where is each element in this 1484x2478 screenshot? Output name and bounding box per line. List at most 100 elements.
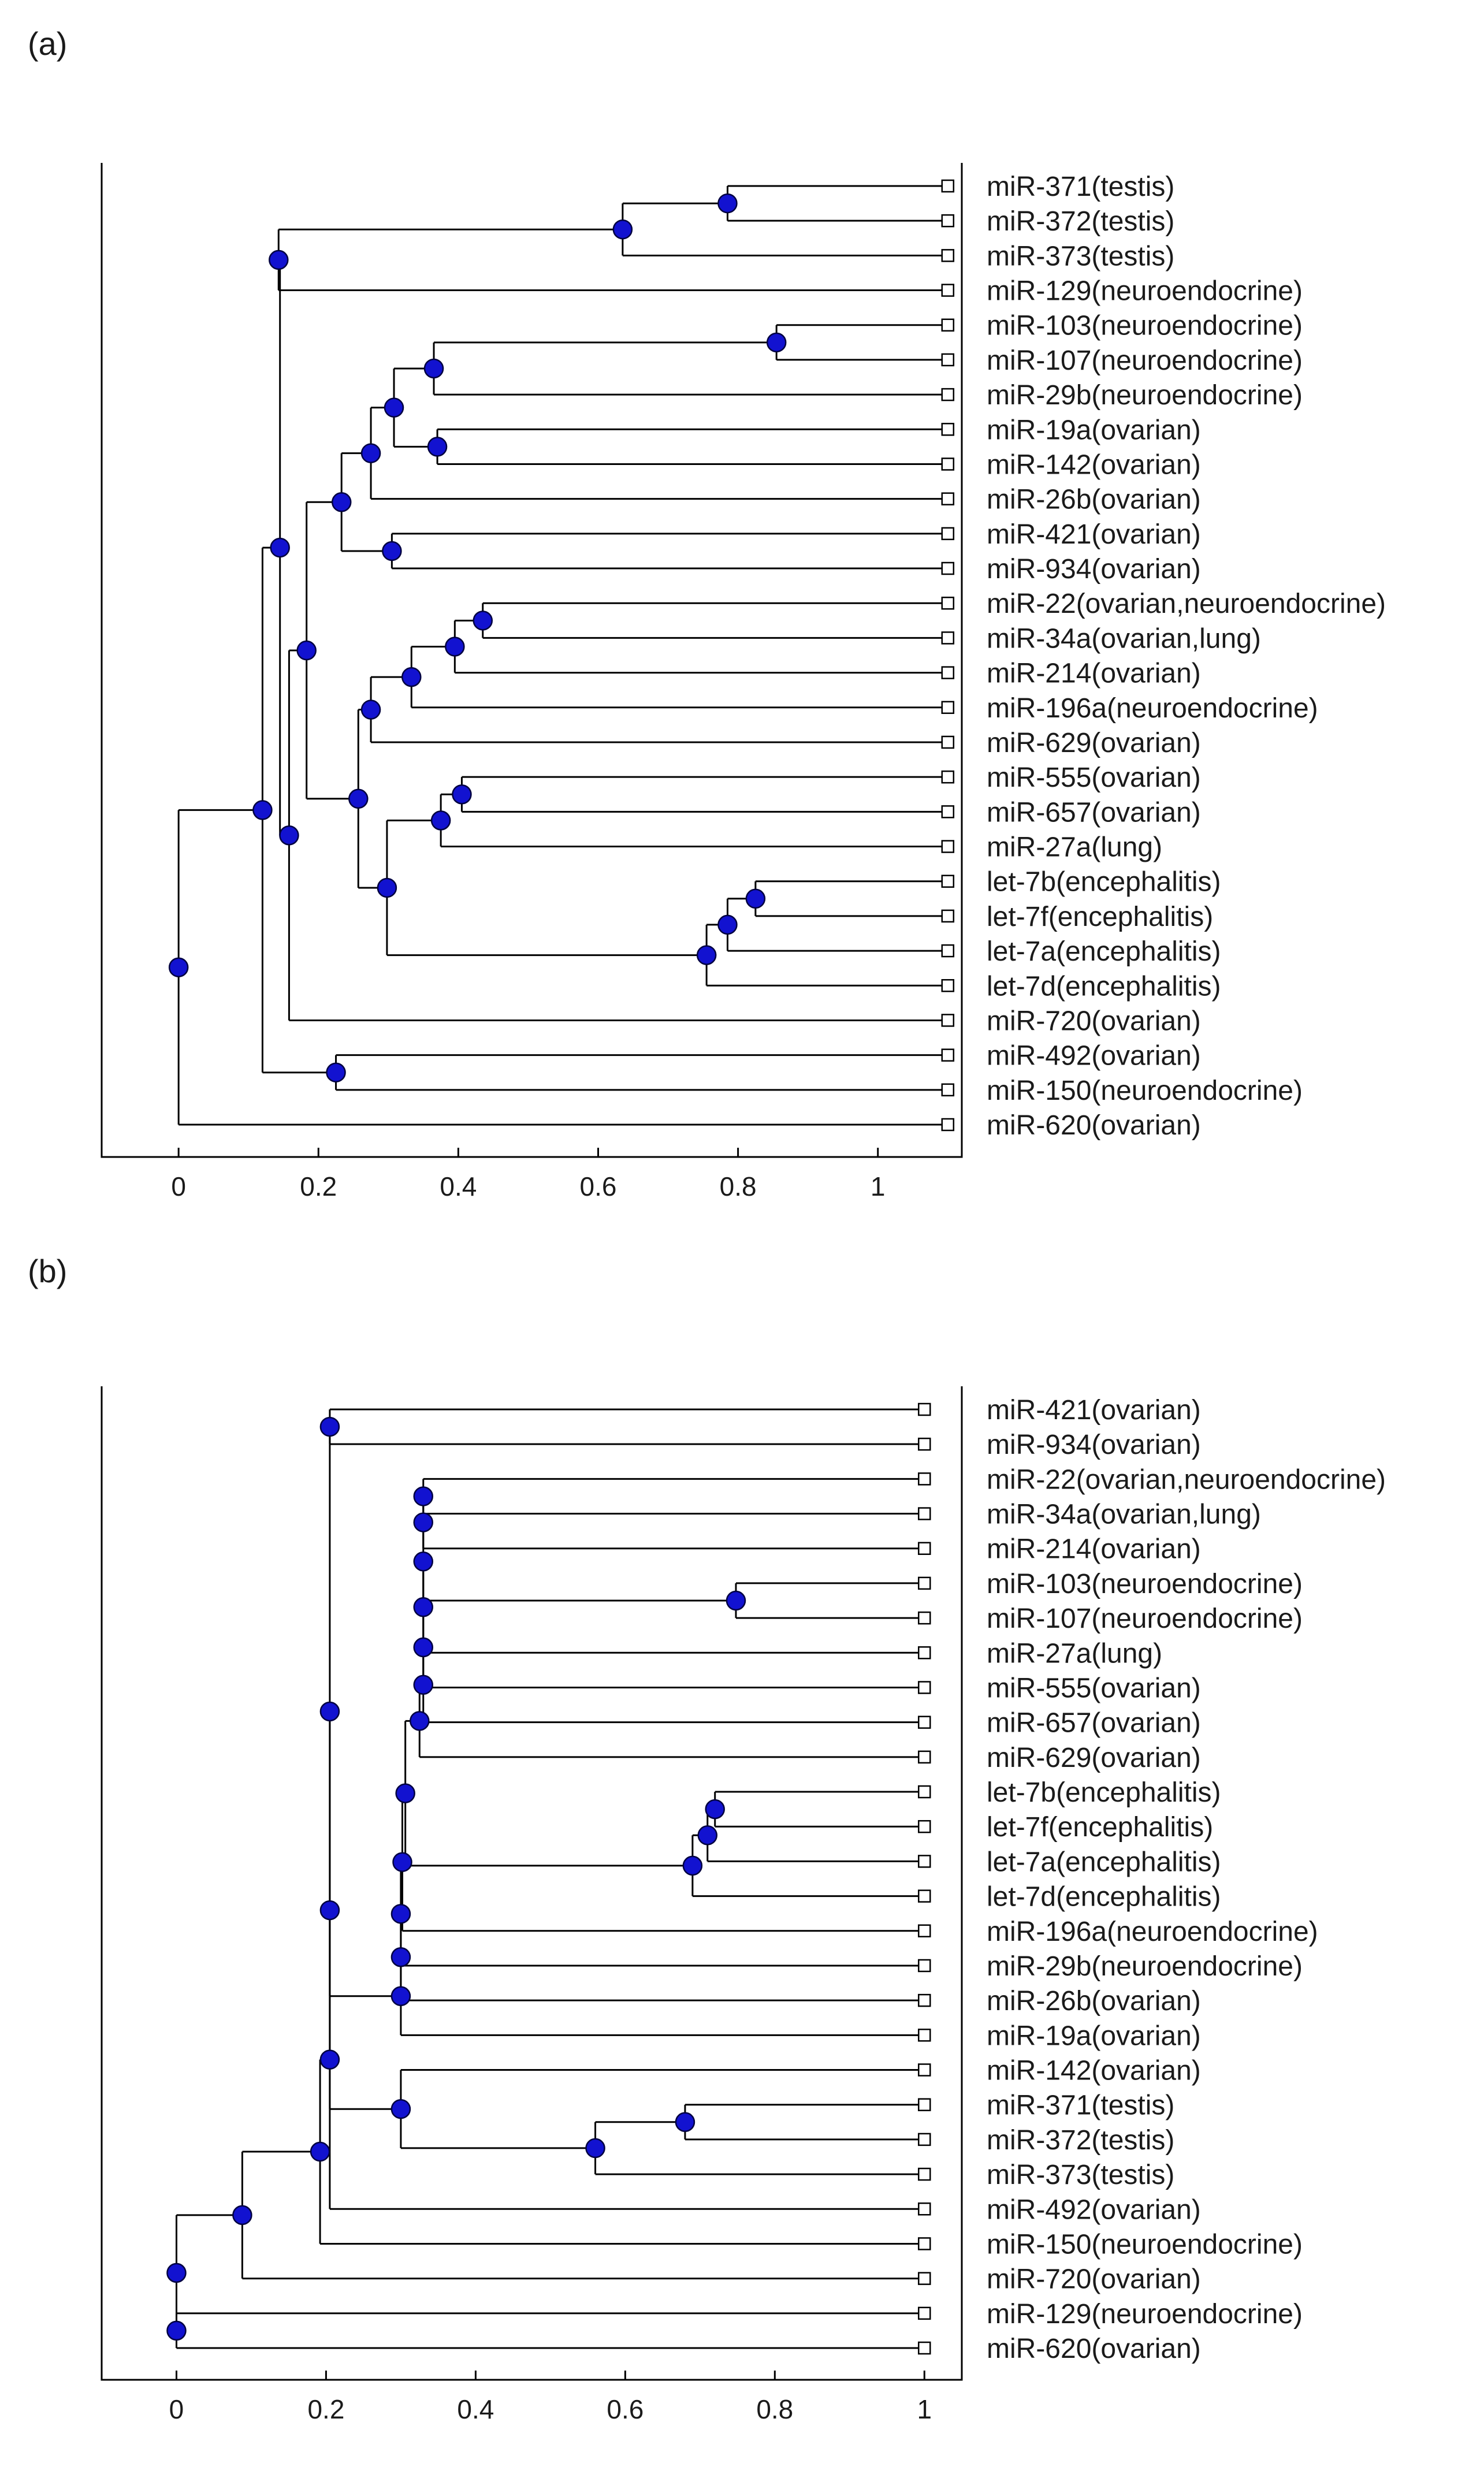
leaf-label: miR-27a(lung) [987, 1638, 1162, 1669]
merge-node [697, 1825, 718, 1846]
leaf-label: let-7f(encephalitis) [987, 1812, 1213, 1843]
leaf-label: miR-34a(ovarian,lung) [987, 1500, 1261, 1530]
x-tick-label: 0.4 [457, 2394, 494, 2424]
leaf-label: let-7d(encephalitis) [987, 1882, 1221, 1913]
leaf-label: miR-629(ovarian) [987, 1743, 1201, 1773]
merge-node [390, 2099, 411, 2119]
axis-frame [101, 1386, 963, 2381]
leaf-marker [941, 284, 955, 297]
merge-node [585, 2138, 605, 2159]
leaf-label: miR-555(ovarian) [987, 762, 1201, 793]
leaf-marker [918, 1750, 931, 1764]
leaf-marker [941, 492, 955, 505]
leaf-label: miR-720(ovarian) [987, 1006, 1201, 1036]
merge-node [745, 888, 766, 909]
merge-node [319, 2049, 340, 2070]
x-tick-label: 0.2 [307, 2394, 344, 2424]
leaf-marker [918, 1646, 931, 1660]
leaf-marker [918, 1716, 931, 1729]
leaf-label: miR-720(ovarian) [987, 2264, 1201, 2295]
leaf-marker [941, 527, 955, 541]
x-tick-label: 1 [871, 1171, 886, 1201]
leaf-marker [941, 457, 955, 471]
x-tick-label: 0 [171, 1171, 186, 1201]
merge-node [413, 1597, 434, 1617]
merge-node [296, 640, 317, 661]
leaf-marker [941, 944, 955, 958]
leaf-marker [941, 214, 955, 228]
leaf-label: let-7b(encephalitis) [987, 1777, 1221, 1808]
leaf-label: miR-657(ovarian) [987, 797, 1201, 828]
merge-node [473, 611, 493, 631]
merge-node [717, 914, 738, 935]
leaf-marker [918, 1472, 931, 1486]
merge-node [413, 1512, 434, 1532]
x-tick-label: 0.8 [756, 2394, 793, 2424]
leaf-marker [941, 561, 955, 575]
merge-node [717, 193, 738, 214]
leaf-marker [918, 1576, 931, 1590]
merge-node [252, 800, 273, 820]
leaf-marker [918, 1959, 931, 1973]
leaf-marker [941, 770, 955, 784]
merge-node [168, 957, 189, 977]
leaf-marker [941, 666, 955, 679]
merge-node [310, 2141, 330, 2162]
axis-frame [101, 163, 963, 1158]
merge-node [166, 2263, 187, 2283]
leaf-label: miR-421(ovarian) [987, 1395, 1201, 1426]
leaf-marker [918, 1681, 931, 1694]
merge-node [452, 784, 472, 805]
leaf-label: miR-214(ovarian) [987, 658, 1201, 689]
merge-node [319, 1416, 340, 1437]
leaf-marker [941, 735, 955, 749]
leaf-label: miR-19a(ovarian) [987, 415, 1201, 445]
leaf-label: let-7a(encephalitis) [987, 936, 1221, 967]
leaf-marker [941, 979, 955, 992]
leaf-marker [941, 388, 955, 401]
leaf-label: miR-555(ovarian) [987, 1673, 1201, 1703]
leaf-label: miR-629(ovarian) [987, 728, 1201, 758]
leaf-marker [918, 1611, 931, 1625]
leaf-label: miR-107(neuroendocrine) [987, 1603, 1303, 1634]
leaf-marker [918, 1820, 931, 1833]
leaf-marker [918, 2133, 931, 2146]
merge-node [410, 1711, 430, 1731]
merge-node [427, 437, 448, 457]
leaf-label: miR-934(ovarian) [987, 554, 1201, 585]
leaf-label: miR-373(testis) [987, 241, 1174, 271]
leaf-label: miR-196a(neuroendocrine) [987, 1917, 1318, 1947]
leaf-marker [918, 2341, 931, 2355]
leaf-label: miR-103(neuroendocrine) [987, 1569, 1303, 1599]
merge-node [766, 332, 787, 353]
leaf-label: miR-214(ovarian) [987, 1534, 1201, 1565]
merge-node [675, 2112, 695, 2133]
merge-node [612, 219, 633, 240]
leaf-label: miR-19a(ovarian) [987, 2021, 1201, 2051]
x-tick-label: 0.8 [720, 1171, 757, 1201]
leaf-marker [941, 1118, 955, 1132]
leaf-marker [918, 1993, 931, 2007]
leaf-marker [941, 840, 955, 853]
merge-node [319, 1900, 340, 1921]
leaf-marker [941, 249, 955, 262]
x-tick-label: 0.4 [440, 1171, 477, 1201]
leaf-marker [941, 596, 955, 610]
leaf-marker [918, 2029, 931, 2042]
leaf-label: miR-657(ovarian) [987, 1708, 1201, 1739]
leaf-marker [918, 1889, 931, 1903]
panel-b: (b) 0 0.2 0.4 0.6 0.8 1 miR-421(ovarian) miR-93… [28, 1253, 1386, 2424]
leaf-marker [918, 1855, 931, 1868]
merge-node [401, 667, 422, 687]
merge-node [270, 537, 290, 558]
leaf-marker [941, 875, 955, 888]
leaf-label: miR-142(ovarian) [987, 2056, 1201, 2086]
merge-node [360, 700, 381, 720]
leaf-label: miR-150(neuroendocrine) [987, 1076, 1303, 1106]
merge-node [232, 2205, 252, 2226]
merge-node [384, 397, 404, 418]
leaf-label: miR-196a(neuroendocrine) [987, 693, 1318, 724]
leaf-marker [918, 2272, 931, 2285]
merge-node [331, 492, 352, 512]
merge-node [390, 1947, 411, 1967]
